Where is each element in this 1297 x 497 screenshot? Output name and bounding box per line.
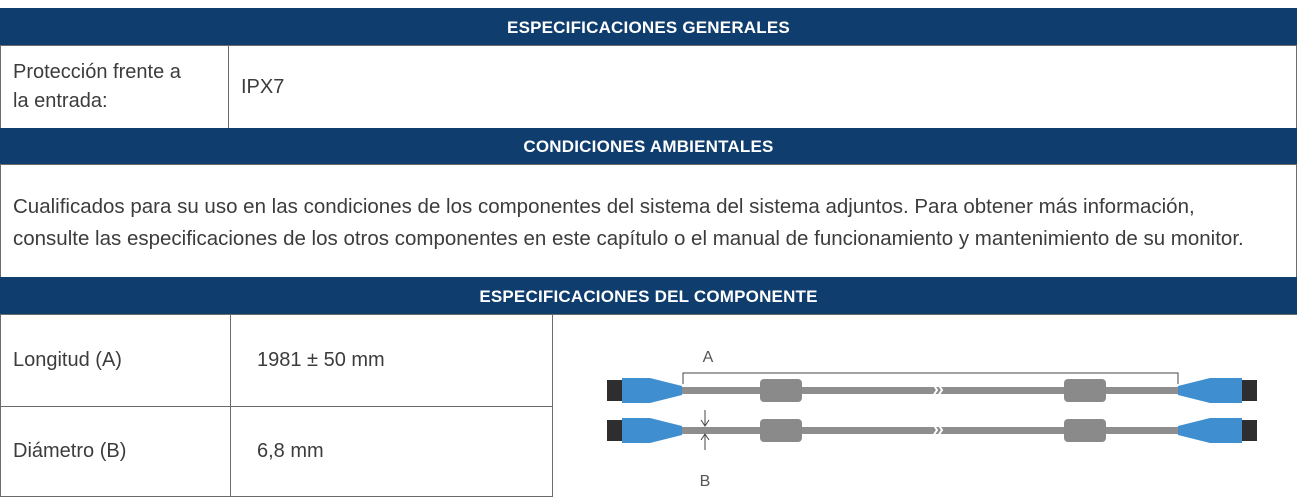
dimension-label: B — [700, 473, 711, 490]
cable — [607, 372, 1257, 450]
paragraph: Cualificados para su uso en las condicio… — [0, 164, 1297, 278]
section-header: ESPECIFICACIONES GENERALES — [0, 8, 1297, 46]
spec-label: Protección frente a la entrada: — [0, 45, 229, 129]
dimension-label: A — [703, 349, 714, 366]
diagram-cell — [552, 314, 1297, 497]
section-header: ESPECIFICACIONES DEL COMPONENTE — [0, 277, 1297, 315]
label-text: Protección frente a la entrada: — [13, 61, 181, 112]
